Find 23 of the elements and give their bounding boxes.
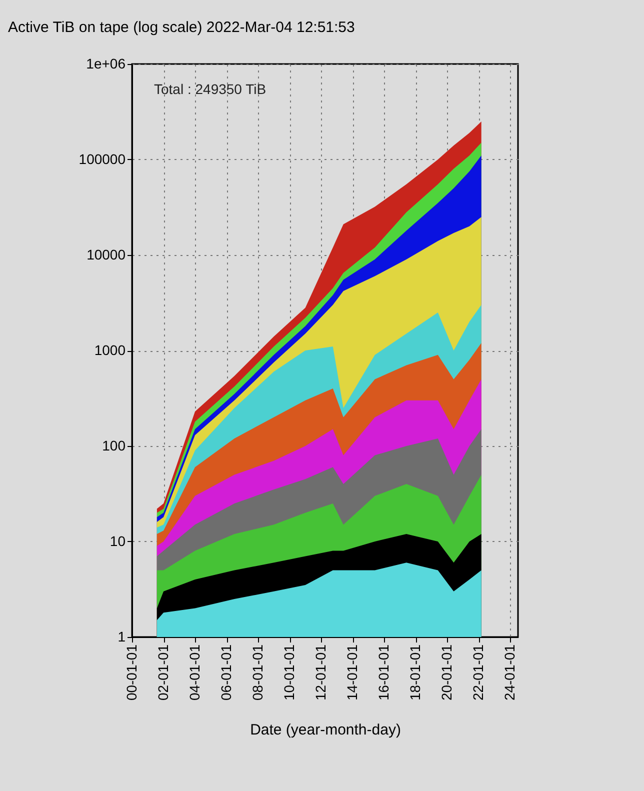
x-tick-label: 12-01-01 [312, 644, 329, 701]
x-tick-label: 06-01-01 [218, 644, 234, 701]
y-tick-label: 100 [102, 438, 126, 454]
x-tick-label: 08-01-01 [250, 644, 266, 701]
x-tick-label: 10-01-01 [281, 644, 298, 701]
x-tick-label: 20-01-01 [438, 644, 455, 701]
x-tick-label: 24-01-01 [502, 644, 518, 701]
y-tick-label: 100000 [78, 151, 126, 167]
y-tick-label: 1000 [94, 342, 126, 358]
x-tick-label: 22-01-01 [470, 644, 486, 701]
y-tick-label: 1e+06 [86, 56, 126, 72]
x-tick-label: 18-01-01 [407, 644, 424, 701]
x-tick-label: 02-01-01 [155, 644, 172, 701]
x-tick-label: 04-01-01 [186, 644, 203, 701]
chart-title: Active TiB on tape (log scale) 2022-Mar-04 12:51:53 [8, 19, 355, 36]
x-tick-label: 16-01-01 [376, 644, 392, 701]
x-tick-label: 14-01-01 [344, 644, 360, 701]
y-tick-label: 10000 [86, 246, 126, 262]
annotation: Total : 249350 TiB [154, 81, 266, 97]
y-tick-label: 1 [118, 628, 126, 644]
x-axis-title: Date (year-month-day) [250, 722, 401, 739]
x-tick-label: 00-01-01 [124, 644, 140, 701]
y-tick-label: 10 [110, 533, 126, 549]
